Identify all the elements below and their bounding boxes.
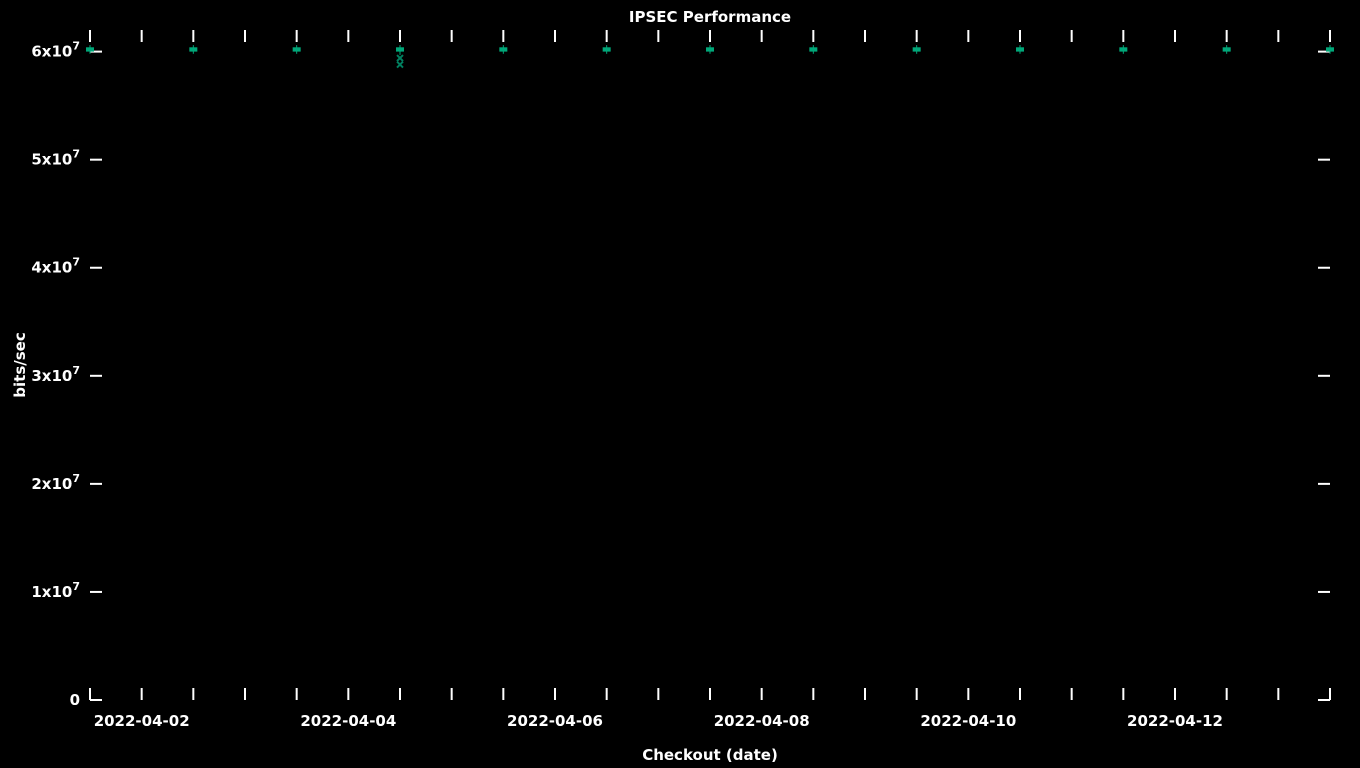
y-tick-label: 1x107 — [31, 580, 80, 601]
outlier-marker: 59400000 — [397, 55, 403, 61]
y-tick-label: 3x107 — [31, 364, 80, 385]
candle-body: 60400000 — [396, 47, 404, 51]
candle-body: 60400000 — [189, 47, 197, 51]
y-tick-label: 0 — [70, 691, 80, 709]
y-tick-label: 2x107 — [31, 472, 80, 493]
x-tick-label: 2022-04-12 — [1127, 712, 1223, 730]
candle-body: 60400000 — [86, 47, 94, 51]
ipsec-performance-chart: IPSEC Performance bits/sec Checkout (date)… — [0, 0, 1360, 768]
y-tick-label: 5x107 — [31, 148, 80, 169]
x-tick-label: 2022-04-04 — [300, 712, 396, 730]
candle-body: 60400000 — [1016, 47, 1024, 51]
chart-title: IPSEC Performance — [629, 8, 791, 26]
y-tick-label: 4x107 — [31, 256, 80, 277]
y-axis-label: bits/sec — [11, 332, 29, 397]
x-tick-label: 2022-04-02 — [94, 712, 190, 730]
candle-body: 60400000 — [913, 47, 921, 51]
candle-body: 60400000 — [706, 47, 714, 51]
candle-body: 60400000 — [1119, 47, 1127, 51]
candle-body: 60400000 — [293, 47, 301, 51]
candle-body: 60400000 — [1326, 47, 1334, 51]
y-tick-label: 6x107 — [31, 40, 80, 61]
x-axis-label: Checkout (date) — [642, 746, 778, 764]
outlier-marker: 58800000 — [397, 62, 403, 68]
x-tick-label: 2022-04-10 — [920, 712, 1016, 730]
candle-body: 60400000 — [1223, 47, 1231, 51]
x-tick-label: 2022-04-06 — [507, 712, 603, 730]
candle-body: 60400000 — [809, 47, 817, 51]
candle-body: 60400000 — [499, 47, 507, 51]
candle-body: 60400000 — [603, 47, 611, 51]
x-tick-label: 2022-04-08 — [714, 712, 810, 730]
